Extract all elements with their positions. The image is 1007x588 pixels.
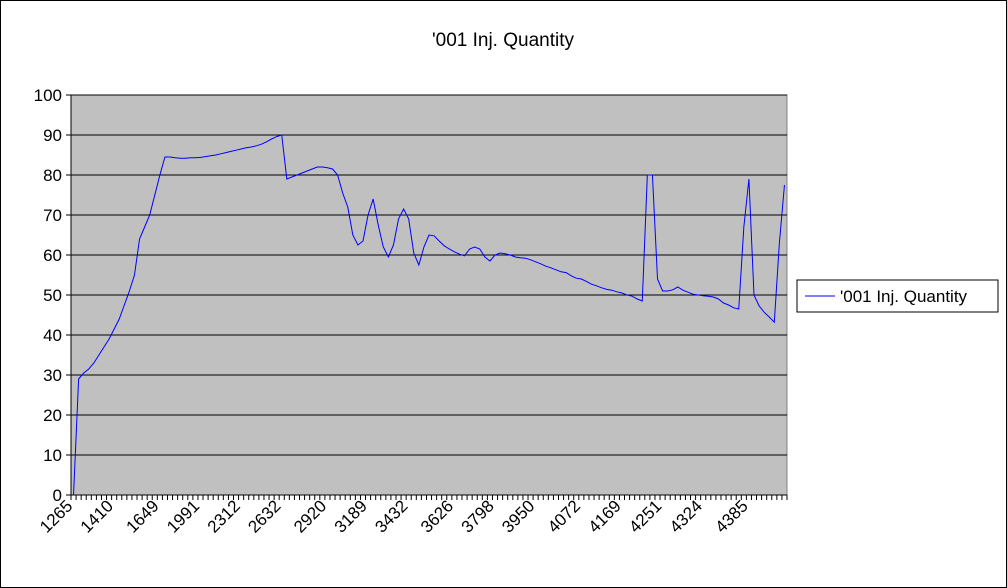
y-tick-label: 80 bbox=[43, 166, 62, 185]
legend-label: '001 Inj. Quantity bbox=[840, 287, 968, 306]
y-tick-label: 90 bbox=[43, 126, 62, 145]
x-tick-label: 4385 bbox=[712, 496, 752, 536]
x-tick-label: 1991 bbox=[163, 496, 203, 536]
x-tick-label: 4072 bbox=[544, 496, 584, 536]
x-tick-label: 2312 bbox=[204, 496, 244, 536]
x-tick-label: 1410 bbox=[77, 496, 117, 536]
y-tick-label: 20 bbox=[43, 406, 62, 425]
x-tick-label: 1649 bbox=[123, 496, 163, 536]
x-tick-label: 3432 bbox=[371, 496, 411, 536]
x-tick-label: 4324 bbox=[666, 496, 706, 536]
y-tick-label: 30 bbox=[43, 366, 62, 385]
y-tick-label: 40 bbox=[43, 326, 62, 345]
y-tick-label: 50 bbox=[43, 286, 62, 305]
y-tick-label: 0 bbox=[53, 486, 62, 505]
y-tick-label: 10 bbox=[43, 446, 62, 465]
chart-title: '001 Inj. Quantity bbox=[432, 30, 574, 51]
y-tick-label: 70 bbox=[43, 206, 62, 225]
y-tick-label: 60 bbox=[43, 246, 62, 265]
x-tick-label: 3798 bbox=[458, 496, 498, 536]
x-tick-label: 3189 bbox=[331, 496, 371, 536]
x-tick-label: 1265 bbox=[36, 496, 76, 536]
x-tick-label: 2920 bbox=[290, 496, 330, 536]
x-axis: 1265 1410 1649 1991 2312 2632 2920 3189 3432 3626… bbox=[36, 494, 788, 537]
series-line bbox=[73, 134, 785, 496]
y-axis: 0 10 20 30 40 50 60 70 80 90 100 bbox=[34, 86, 72, 505]
gridlines bbox=[71, 94, 787, 456]
x-tick-label: 3950 bbox=[498, 496, 538, 536]
x-tick-label: 4251 bbox=[625, 496, 665, 536]
legend: '001 Inj. Quantity bbox=[796, 279, 999, 313]
x-tick-label: 4169 bbox=[585, 496, 625, 536]
series-layer bbox=[73, 134, 785, 496]
y-tick-label: 100 bbox=[34, 86, 62, 105]
x-tick-label: 3626 bbox=[417, 496, 457, 536]
x-tick-label: 2632 bbox=[244, 496, 284, 536]
